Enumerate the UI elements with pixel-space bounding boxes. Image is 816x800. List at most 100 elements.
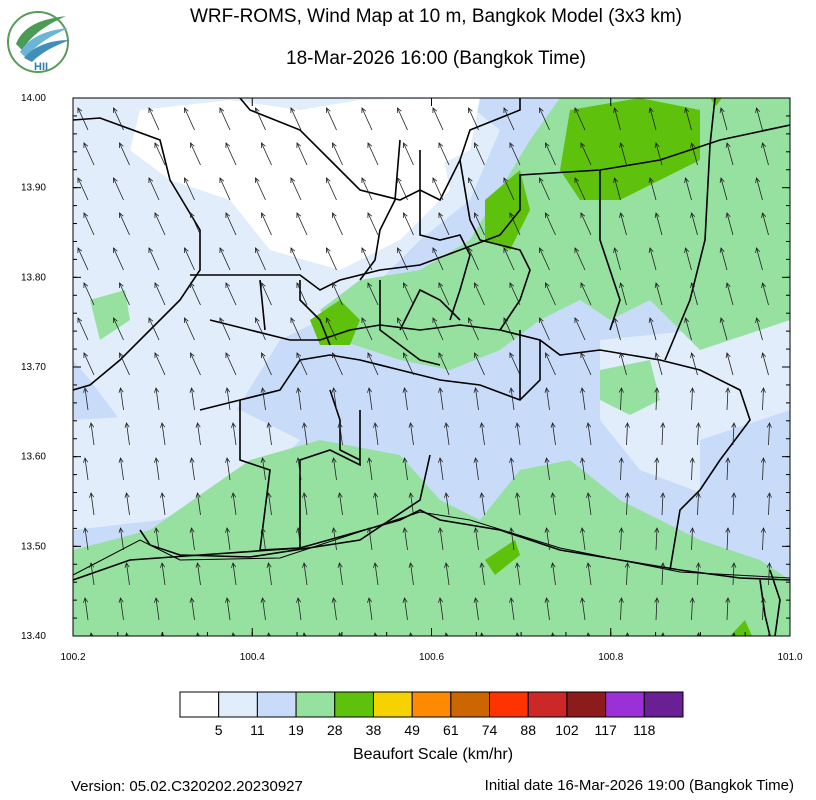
wind-arrow — [725, 282, 734, 306]
wind-arrow — [195, 422, 201, 446]
wind-arrow — [331, 142, 343, 166]
wind-arrow — [396, 177, 408, 201]
wind-arrow — [183, 247, 195, 271]
wind-arrow — [266, 562, 272, 586]
wind-arrow — [331, 387, 337, 411]
wind-arrow — [219, 247, 231, 271]
legend-swatch — [489, 691, 529, 718]
wind-arrow — [467, 317, 479, 341]
wind-arrow — [290, 177, 302, 201]
wind-arrow — [761, 282, 769, 306]
wind-arrow — [725, 352, 734, 376]
wind-arrow — [438, 597, 444, 621]
wind-arrow — [766, 562, 772, 586]
wind-arrow — [118, 352, 130, 376]
wind-arrow — [719, 177, 728, 201]
wind-arrow — [148, 107, 160, 131]
fill-green-5 — [730, 620, 752, 636]
wind-arrow — [760, 597, 766, 621]
wind-arrow — [574, 247, 586, 271]
wind-arrow — [225, 387, 231, 411]
wind-arrow — [83, 597, 89, 621]
wind-arrow — [296, 212, 308, 236]
wind-arrow — [613, 177, 621, 201]
wind-arrows — [77, 107, 772, 636]
wind-arrow — [83, 527, 89, 551]
wind-arrow — [719, 107, 728, 131]
wind-arrow — [654, 387, 660, 411]
legend-label: 28 — [326, 722, 343, 738]
wind-arrow — [154, 597, 160, 621]
initial-date-text: Initial date 16-Mar-2026 19:00 (Bangkok … — [484, 777, 794, 794]
wind-arrow — [432, 317, 444, 341]
wind-arrow — [331, 457, 337, 481]
wind-arrow — [118, 212, 130, 236]
wind-arrow — [725, 597, 731, 621]
wind-arrow — [266, 492, 272, 516]
wind-arrow — [580, 352, 592, 376]
wind-arrow — [473, 282, 485, 306]
wind-arrow — [760, 387, 766, 411]
wind-arrow — [154, 282, 166, 306]
wind-arrow — [260, 142, 272, 166]
wind-arrow — [195, 562, 201, 586]
wind-arrow — [189, 212, 201, 236]
wind-arrow — [154, 457, 160, 481]
wind-arrow — [725, 142, 734, 166]
wind-arrow — [290, 107, 302, 131]
legend-label: 19 — [288, 722, 304, 738]
wind-arrow — [586, 492, 592, 516]
wind-arrow — [503, 107, 515, 131]
wind-arrow — [219, 317, 231, 341]
wind-arrow — [580, 142, 592, 166]
wind-arrow — [438, 142, 450, 166]
wind-arrow — [580, 212, 592, 236]
wind-arrow — [515, 562, 521, 586]
legend-title: Beaufort Scale (km/hr) — [352, 746, 514, 763]
wind-arrow — [619, 212, 627, 236]
legend-swatch — [643, 691, 684, 718]
wind-arrow — [154, 212, 166, 236]
wind-arrow — [619, 142, 627, 166]
wind-arrow — [538, 317, 550, 341]
wind-arrow — [183, 317, 195, 341]
wind-arrow — [509, 387, 515, 411]
wind-arrow — [118, 597, 124, 621]
wind-arrow — [367, 212, 379, 236]
wind-arrow — [296, 597, 302, 621]
wind-arrow — [509, 282, 521, 306]
wind-arrow — [689, 597, 695, 621]
legend-label: 5 — [214, 722, 223, 738]
wind-arrow — [538, 177, 550, 201]
hii-logo: HII — [7, 11, 70, 73]
legend-swatch — [295, 691, 336, 718]
wind-arrow — [189, 597, 195, 621]
legend-label: 38 — [365, 722, 382, 738]
wind-arrow — [618, 387, 624, 411]
wind-arrow — [154, 352, 166, 376]
wind-arrow — [760, 457, 766, 481]
wind-arrow — [402, 597, 408, 621]
map-subtitle: 18-Mar-2026 16:00 (Bangkok Time) — [286, 48, 586, 69]
wind-arrow — [731, 492, 737, 516]
wind-arrow — [550, 422, 556, 446]
wind-arrow — [755, 107, 763, 131]
wind-arrow — [544, 597, 550, 621]
wind-arrow — [402, 352, 414, 376]
wind-arrow — [509, 352, 521, 376]
wind-arrow — [290, 247, 302, 271]
wind-arrow — [654, 457, 660, 481]
wind-arrow — [225, 597, 231, 621]
wind-arrow — [755, 177, 763, 201]
fill-green-north — [560, 98, 700, 200]
wind-arrow — [112, 317, 124, 341]
wind-arrow — [154, 142, 166, 166]
wind-arrow — [112, 247, 124, 271]
wind-arrow — [473, 597, 479, 621]
wind-arrow — [118, 457, 124, 481]
x-tick-label: 100.8 — [598, 652, 623, 663]
district-boundaries — [73, 98, 790, 636]
y-tick-label: 13.90 — [21, 183, 46, 194]
legend-swatch — [527, 691, 568, 718]
